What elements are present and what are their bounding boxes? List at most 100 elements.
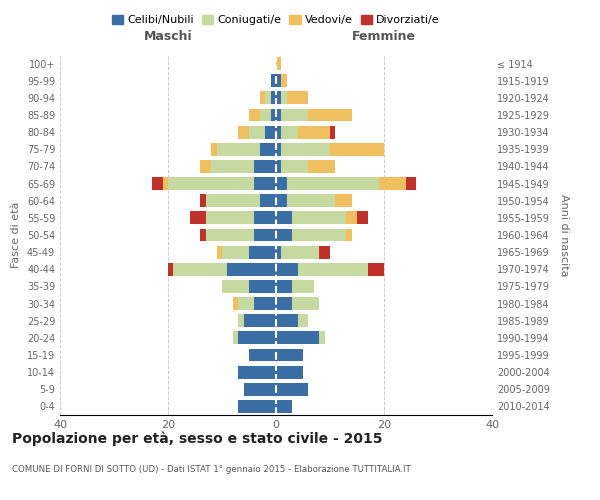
Bar bbox=[276, 263, 298, 276]
Bar bbox=[287, 194, 335, 207]
Bar bbox=[276, 314, 298, 327]
Bar bbox=[211, 160, 254, 173]
Bar bbox=[249, 126, 265, 138]
Bar bbox=[217, 143, 260, 156]
Bar bbox=[346, 228, 352, 241]
Bar bbox=[222, 246, 249, 258]
Bar bbox=[276, 383, 308, 396]
Bar bbox=[308, 160, 335, 173]
Bar bbox=[379, 177, 406, 190]
Bar bbox=[217, 246, 222, 258]
Bar bbox=[271, 92, 276, 104]
Bar bbox=[319, 246, 330, 258]
Bar bbox=[357, 212, 368, 224]
Y-axis label: Fasce di età: Fasce di età bbox=[11, 202, 21, 268]
Bar bbox=[292, 280, 314, 293]
Bar bbox=[276, 246, 281, 258]
Bar bbox=[298, 263, 368, 276]
Bar bbox=[190, 212, 206, 224]
Bar bbox=[244, 383, 276, 396]
Bar bbox=[206, 212, 254, 224]
Bar bbox=[276, 400, 292, 413]
Text: Femmine: Femmine bbox=[352, 30, 416, 43]
Bar bbox=[281, 143, 330, 156]
Bar bbox=[406, 177, 416, 190]
Bar bbox=[222, 280, 249, 293]
Bar bbox=[254, 160, 276, 173]
Bar bbox=[276, 160, 281, 173]
Bar bbox=[200, 160, 211, 173]
Bar bbox=[152, 177, 163, 190]
Bar bbox=[281, 92, 287, 104]
Bar bbox=[168, 177, 254, 190]
Bar bbox=[271, 74, 276, 87]
Bar bbox=[249, 246, 276, 258]
Bar bbox=[206, 194, 260, 207]
Bar bbox=[163, 177, 168, 190]
Bar bbox=[254, 177, 276, 190]
Bar bbox=[168, 263, 173, 276]
Bar bbox=[276, 332, 319, 344]
Bar bbox=[233, 297, 238, 310]
Bar bbox=[206, 228, 254, 241]
Bar bbox=[292, 297, 319, 310]
Bar bbox=[281, 160, 308, 173]
Bar bbox=[298, 126, 330, 138]
Bar bbox=[287, 92, 308, 104]
Bar bbox=[238, 314, 244, 327]
Bar bbox=[281, 108, 308, 122]
Bar bbox=[276, 177, 287, 190]
Text: Popolazione per età, sesso e stato civile - 2015: Popolazione per età, sesso e stato civil… bbox=[12, 431, 383, 446]
Bar bbox=[287, 177, 379, 190]
Bar bbox=[254, 228, 276, 241]
Bar bbox=[281, 74, 287, 87]
Bar bbox=[281, 126, 298, 138]
Bar bbox=[260, 108, 271, 122]
Bar bbox=[238, 400, 276, 413]
Bar bbox=[292, 228, 346, 241]
Bar bbox=[265, 92, 271, 104]
Bar bbox=[276, 126, 281, 138]
Bar bbox=[308, 108, 352, 122]
Bar bbox=[254, 297, 276, 310]
Text: COMUNE DI FORNI DI SOTTO (UD) - Dati ISTAT 1° gennaio 2015 - Elaborazione TUTTIT: COMUNE DI FORNI DI SOTTO (UD) - Dati IST… bbox=[12, 466, 411, 474]
Bar bbox=[249, 348, 276, 362]
Bar bbox=[276, 228, 292, 241]
Bar bbox=[173, 263, 227, 276]
Bar bbox=[265, 126, 276, 138]
Legend: Celibi/Nubili, Coniugati/e, Vedovi/e, Divorziati/e: Celibi/Nubili, Coniugati/e, Vedovi/e, Di… bbox=[108, 10, 444, 30]
Bar bbox=[271, 108, 276, 122]
Bar bbox=[244, 314, 276, 327]
Bar bbox=[260, 92, 265, 104]
Text: Maschi: Maschi bbox=[143, 30, 193, 43]
Bar bbox=[335, 194, 352, 207]
Bar bbox=[276, 348, 303, 362]
Bar bbox=[211, 143, 217, 156]
Bar bbox=[276, 297, 292, 310]
Bar bbox=[238, 297, 254, 310]
Bar bbox=[276, 92, 281, 104]
Bar bbox=[233, 332, 238, 344]
Bar bbox=[276, 108, 281, 122]
Bar bbox=[319, 332, 325, 344]
Bar bbox=[260, 143, 276, 156]
Bar bbox=[292, 212, 346, 224]
Bar bbox=[281, 246, 319, 258]
Bar bbox=[227, 263, 276, 276]
Bar bbox=[276, 212, 292, 224]
Bar bbox=[346, 212, 357, 224]
Bar bbox=[330, 126, 335, 138]
Bar bbox=[200, 194, 206, 207]
Bar bbox=[276, 143, 281, 156]
Bar bbox=[260, 194, 276, 207]
Bar bbox=[238, 126, 249, 138]
Bar bbox=[276, 57, 281, 70]
Bar bbox=[249, 280, 276, 293]
Bar bbox=[254, 212, 276, 224]
Bar bbox=[276, 366, 303, 378]
Bar bbox=[200, 228, 206, 241]
Bar bbox=[249, 108, 260, 122]
Bar bbox=[368, 263, 384, 276]
Y-axis label: Anni di nascita: Anni di nascita bbox=[559, 194, 569, 276]
Bar bbox=[276, 280, 292, 293]
